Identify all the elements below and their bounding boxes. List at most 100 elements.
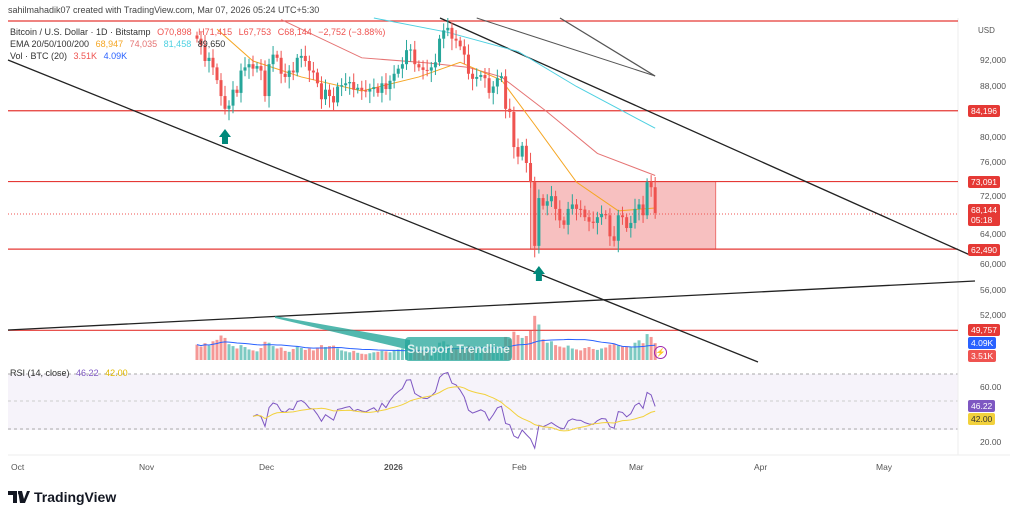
volume-bar	[223, 337, 227, 360]
volume-bar	[595, 349, 599, 360]
rsi-ma-line	[252, 386, 656, 432]
symbol-name[interactable]: Bitcoin / U.S. Dollar · 1D · Bitstamp	[10, 27, 151, 37]
rsi-tick-20: 20.00	[980, 437, 1002, 447]
candle-body	[475, 76, 479, 79]
candle-body	[649, 182, 653, 188]
candle	[608, 208, 612, 246]
time-tick: Oct	[11, 462, 25, 472]
volume-legend[interactable]: Vol · BTC (20) 3.51K 4.09K	[10, 51, 131, 61]
candle	[219, 73, 223, 106]
price-tick: 64,000	[980, 228, 1006, 239]
candle	[376, 83, 380, 97]
volume-bar	[616, 345, 620, 360]
rsi-value-label: 46.22	[968, 400, 996, 412]
volume-bar	[299, 348, 303, 360]
rsi-line	[252, 371, 656, 450]
candle	[267, 58, 271, 108]
candle	[483, 68, 487, 88]
candle-body	[600, 214, 604, 218]
volume-bar	[239, 345, 243, 360]
candle	[649, 175, 653, 197]
candle-body	[195, 35, 199, 39]
trendline-3	[559, 17, 656, 77]
candle	[275, 50, 279, 62]
volume-bar	[344, 351, 348, 360]
volume-bar	[541, 339, 545, 360]
price-tick: 72,000	[980, 190, 1006, 201]
volume-bar	[247, 349, 251, 360]
candle	[653, 177, 657, 219]
rsi-legend[interactable]: RSI (14, close) 46.22 42.00	[10, 368, 132, 378]
candle-body	[533, 182, 537, 246]
volume-label: Vol · BTC (20)	[10, 51, 68, 61]
volume-bar	[591, 348, 595, 360]
low-value: L67,753	[238, 27, 272, 37]
candle-body	[466, 54, 470, 74]
candle	[287, 65, 291, 89]
candle-body	[348, 82, 352, 84]
candle	[243, 57, 247, 77]
candle-body	[243, 67, 247, 71]
candle	[508, 98, 512, 118]
volume-bar	[545, 342, 549, 360]
volume-bar	[549, 341, 553, 360]
candle	[307, 55, 311, 83]
candle-body	[562, 220, 566, 225]
ema-label: EMA 20/50/100/200	[10, 39, 90, 49]
volume-bar	[352, 350, 356, 360]
time-tick: Nov	[139, 462, 155, 472]
candle	[409, 44, 413, 62]
currency-label[interactable]: USD	[975, 24, 998, 37]
candle-body	[405, 50, 409, 65]
volume-bar	[587, 347, 591, 360]
candle	[612, 226, 616, 247]
ema-legend[interactable]: EMA 20/50/100/200 68,947 74,035 81,458 8…	[10, 39, 229, 49]
rsi-label: RSI (14, close)	[10, 368, 70, 378]
candle	[259, 59, 263, 81]
volume-bar	[243, 347, 247, 360]
volume-bar	[275, 348, 279, 360]
candle-body	[575, 204, 578, 209]
candle-body	[231, 89, 235, 106]
candle	[392, 65, 396, 89]
candle	[641, 195, 645, 223]
candle	[211, 49, 215, 76]
candle	[283, 63, 287, 83]
candle	[604, 210, 608, 220]
candle-body	[549, 196, 553, 202]
candle-body	[558, 208, 562, 221]
candle-body	[396, 68, 400, 74]
candle	[438, 34, 442, 67]
candle-body	[380, 83, 384, 93]
ema100-line	[373, 17, 656, 129]
candle	[583, 205, 587, 222]
candle-body	[392, 73, 396, 81]
level-label-84196: 84,196	[968, 105, 1000, 117]
volume-bar	[392, 350, 396, 360]
lightning-icon[interactable]: ⚡	[654, 346, 667, 359]
trendline-label-pointer	[275, 316, 410, 350]
candle	[271, 46, 275, 72]
candle-body	[315, 72, 319, 84]
price-tick: 92,000	[980, 55, 1006, 65]
price-tick: 52,000	[980, 310, 1006, 320]
candle	[579, 200, 583, 218]
candle	[645, 178, 649, 220]
credit-text: sahilmahadik07 created with TradingView.…	[8, 5, 320, 15]
volume-bar	[396, 349, 400, 360]
volume-label-axis: 3.51K	[968, 350, 997, 362]
time-tick: May	[876, 462, 893, 472]
rsi-legend-value: 46.22	[76, 368, 99, 378]
level-label-73091: 73,091	[968, 176, 1000, 188]
volume-bar	[583, 348, 587, 360]
candle-body	[384, 83, 388, 90]
support-trendline-label: Support Trendline	[405, 337, 512, 361]
tradingview-logo[interactable]: TradingView	[8, 489, 116, 505]
candle	[533, 176, 537, 258]
candle	[380, 76, 384, 103]
candle	[558, 200, 562, 229]
candle-body	[524, 145, 528, 163]
rsi-tick-60: 60.00	[980, 382, 1002, 392]
candle-body	[239, 70, 243, 93]
